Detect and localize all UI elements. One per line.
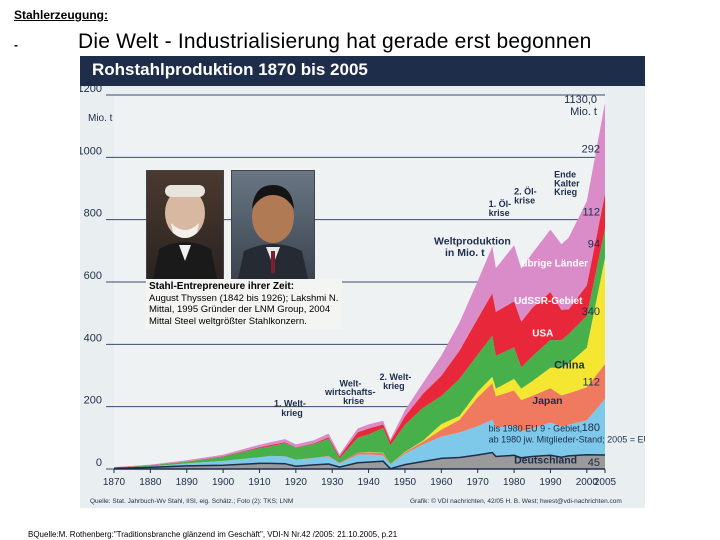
total-value-label: 1130,0 [564,94,597,106]
portrait-thyssen [146,170,224,280]
x-tick-label: 1910 [248,477,271,488]
label-others: übrige Länder [521,258,588,269]
area--brige-l-nder [114,102,605,468]
chart-banner: Rohstahlproduktion 1870 bis 2005 [80,56,645,86]
ann-depression-line1: Welt- [339,378,361,388]
total-unit-label: Mio. t [570,106,597,118]
ann-depression-line3: krise [343,396,364,406]
y-tick-label: 1000 [80,145,102,157]
area-eu-9-eu-25 [114,398,605,469]
x-tick-label: 1970 [467,477,490,488]
ann-oil1-line2: krise [489,208,510,218]
end-value-label: 180 [582,422,600,434]
x-tick-label: 1940 [357,477,380,488]
end-value-label: 112 [582,206,600,218]
ann-coldwar-line3: Krieg [554,187,577,197]
mittal-portrait-icon [238,185,308,279]
ann-coldwar-line2: Kalter [554,178,580,188]
end-value-label: 112 [582,376,600,388]
label-eu-line1: bis 1980 EU 9 - Gebiet, [489,424,583,434]
label-usa: USA [532,329,553,340]
world-label-line1: Weltproduktion [434,236,511,248]
x-tick-label: 1930 [321,477,344,488]
y-tick-label: 600 [84,270,102,282]
label-japan: Japan [532,395,562,407]
end-value-label: 340 [582,306,600,318]
area-udssr [114,193,605,468]
x-tick-label: 1870 [103,477,126,488]
ann-oil1-line1: 1. Öl- [489,199,512,209]
x-tick-label: 2005 [594,477,617,488]
ann-depression-line2: wirtschafts- [324,387,376,397]
section-label: Stahlerzeugung: [14,8,109,22]
end-value-label: 94 [588,238,600,250]
thyssen-portrait-icon [153,185,217,279]
x-tick-label: 1960 [430,477,453,488]
page-title: Die Welt - Industrialisierung hat gerade… [78,30,592,53]
ann-coldwar-line1: Ende [554,170,576,180]
photo-caption: Stahl-Entrepreneure ihrer Zeit: August T… [146,279,342,329]
label-germany: Deutschland [514,454,577,466]
chart-source-right: Grafik: © VDI nachrichten, 42/05 H. B. W… [410,497,622,505]
end-value-label: 45 [588,457,600,469]
y-axis-unit: Mio. t [88,113,113,124]
y-tick-label: 0 [96,457,102,469]
chart-figure: 0 200 400 600 800 1000 1200 Mio. t 1870 1880 1890 1… [80,56,645,508]
ann-ww1-line1: 1. Welt- [274,399,306,409]
x-tick-label: 1920 [285,477,308,488]
ann-ww1-line2: krieg [281,408,303,418]
world-label-line2: in Mio. t [445,247,485,259]
label-china: China [554,360,585,372]
ann-oil2-line2: krise [514,195,535,205]
chart-title: Rohstahlproduktion 1870 bis 2005 [92,60,368,79]
label-eu-line2: ab 1980 jw. Mitglieder-Stand; 2005 = EU … [489,435,645,445]
area-japan [114,364,605,469]
source-citation: BQuelle:M. Rothenberg:"Traditionsbranche… [28,530,398,539]
x-tick-label: 1900 [212,477,235,488]
y-tick-label: 1200 [80,83,102,95]
portrait-mittal [231,170,315,280]
x-tick-label: 1880 [139,477,162,488]
y-tick-label: 200 [84,395,102,407]
x-tick-label: 2000 [576,477,599,488]
x-tick-label: 1990 [539,477,562,488]
y-tick-label: 400 [84,332,102,344]
x-tick-label: 1950 [394,477,417,488]
x-tick-label: 1890 [176,477,199,488]
end-value-label: 292 [582,143,600,155]
ann-oil2-line1: 2. Öl- [514,187,537,197]
caption-body: August Thyssen (1842 bis 1926); Lakshmi … [149,292,339,327]
ann-ww2-line2: krieg [383,381,405,391]
bullet-dash: - [14,38,18,52]
y-tick-label: 800 [84,208,102,220]
caption-title: Stahl-Entrepreneure ihrer Zeit: [149,281,295,292]
line-deutschland [113,451,606,470]
x-tick-label: 1980 [503,477,526,488]
ann-ww2-line1: 2. Welt- [380,372,412,382]
label-ussr: UdSSR-Gebiet [514,296,583,307]
chart-source-left: Quelle: Stat. Jahrbuch-Wv Stahl, IISI, e… [90,498,293,505]
